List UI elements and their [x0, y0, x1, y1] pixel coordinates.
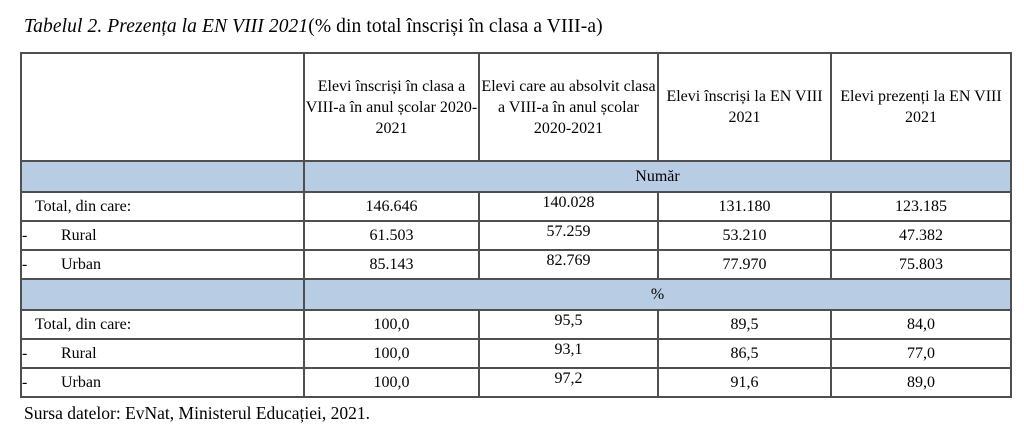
- table-caption-subtitle: (% din total înscriși în clasa a VIII-a): [308, 16, 603, 37]
- header-cell-graduated-grade8: Elevi care au absolvit clasa a VIII-a în…: [478, 52, 659, 162]
- row-marker: -: [22, 344, 28, 362]
- table-row-percent-rural: - Rural 100,0 93,1 86,5 77,0: [20, 338, 1012, 369]
- value-cell: 91,6: [657, 367, 832, 398]
- value-cell: 146.646: [303, 191, 480, 222]
- row-label: - Urban: [20, 367, 305, 398]
- value-cell: 100,0: [303, 338, 480, 369]
- value-cell: 93,1: [478, 338, 659, 369]
- band-row-numar: Număr: [20, 160, 1012, 193]
- value-cell: 77,0: [830, 338, 1012, 369]
- value-cell: 140.028: [478, 191, 659, 222]
- header-cell-enrolled-en: Elevi înscriși la EN VIII 2021: [657, 52, 832, 162]
- value-cell: 89,5: [657, 309, 832, 340]
- band-row-percent: %: [20, 278, 1012, 311]
- value-cell: 95,5: [478, 309, 659, 340]
- source-note: Sursa datelor: EvNat, Ministerul Educați…: [24, 403, 371, 423]
- value-cell: 100,0: [303, 309, 480, 340]
- table-caption: Tabelul 2. Prezența la EN VIII 2021(% di…: [24, 16, 603, 38]
- band-left-cell: [20, 278, 305, 311]
- band-label-numar: Număr: [303, 160, 1012, 193]
- table-caption-title: Tabelul 2. Prezența la EN VIII 2021: [24, 16, 309, 37]
- header-cell-empty: [20, 52, 305, 162]
- row-label: - Urban: [20, 249, 305, 280]
- value-cell: 100,0: [303, 367, 480, 398]
- value-cell: 82.769: [478, 249, 659, 280]
- row-label-text: Urban: [61, 255, 101, 273]
- table-row-numar-total: Total, din care: 146.646 140.028 131.180…: [20, 191, 1012, 222]
- value-cell: 47.382: [830, 220, 1012, 251]
- row-label-text: Rural: [61, 226, 97, 244]
- row-label-text: Rural: [61, 344, 97, 362]
- header-cell-present-en: Elevi prezenți la EN VIII 2021: [830, 52, 1012, 162]
- value-cell: 84,0: [830, 309, 1012, 340]
- header-row: Elevi înscriși în clasa a VIII-a în anul…: [20, 52, 1012, 162]
- value-cell: 53.210: [657, 220, 832, 251]
- table-row-percent-urban: - Urban 100,0 97,2 91,6 89,0: [20, 367, 1012, 398]
- value-cell: 123.185: [830, 191, 1012, 222]
- header-cell-enrolled-grade8: Elevi înscriși în clasa a VIII-a în anul…: [303, 52, 480, 162]
- row-label: - Rural: [20, 338, 305, 369]
- row-label-text: Total, din care:: [35, 315, 132, 333]
- row-label: Total, din care:: [20, 191, 305, 222]
- row-label: Total, din care:: [20, 309, 305, 340]
- row-marker: -: [22, 255, 28, 273]
- value-cell: 77.970: [657, 249, 832, 280]
- value-cell: 86,5: [657, 338, 832, 369]
- value-cell: 57.259: [478, 220, 659, 251]
- table-row-percent-total: Total, din care: 100,0 95,5 89,5 84,0: [20, 309, 1012, 340]
- row-marker: -: [22, 373, 28, 391]
- band-label-percent: %: [303, 278, 1012, 311]
- row-label-text: Urban: [61, 373, 101, 391]
- band-left-cell: [20, 160, 305, 193]
- table-row-numar-rural: - Rural 61.503 57.259 53.210 47.382: [20, 220, 1012, 251]
- table-row-numar-urban: - Urban 85.143 82.769 77.970 75.803: [20, 249, 1012, 280]
- value-cell: 89,0: [830, 367, 1012, 398]
- value-cell: 85.143: [303, 249, 480, 280]
- value-cell: 75.803: [830, 249, 1012, 280]
- row-label-text: Total, din care:: [35, 197, 132, 215]
- value-cell: 97,2: [478, 367, 659, 398]
- row-label: - Rural: [20, 220, 305, 251]
- value-cell: 131.180: [657, 191, 832, 222]
- value-cell: 61.503: [303, 220, 480, 251]
- attendance-table: Elevi înscriși în clasa a VIII-a în anul…: [20, 52, 1012, 398]
- row-marker: -: [22, 226, 28, 244]
